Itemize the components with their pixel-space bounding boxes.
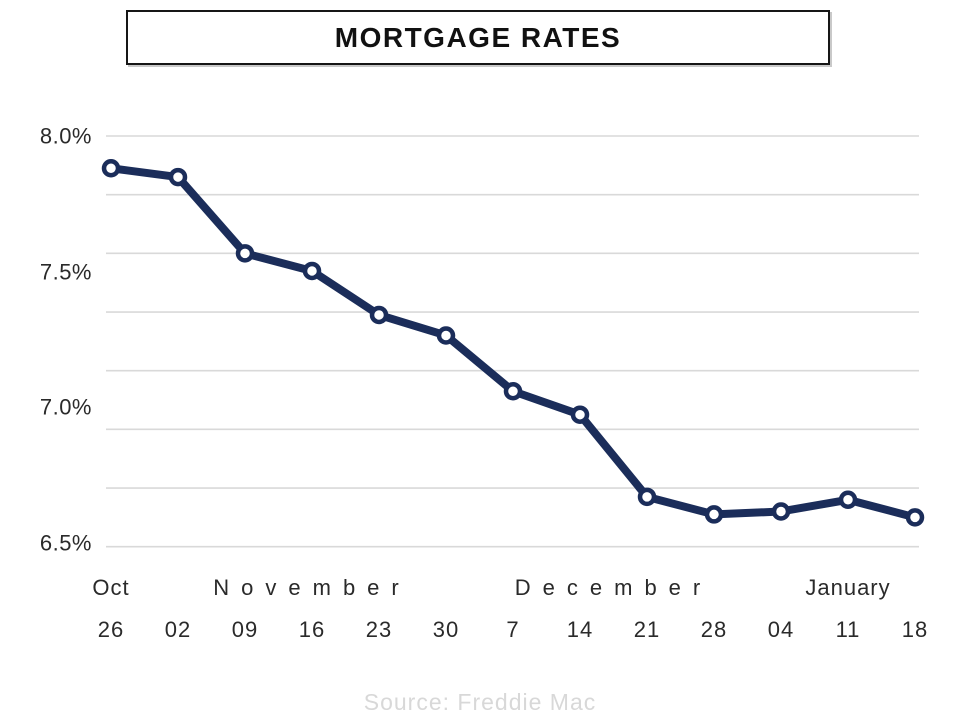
y-axis-tick-label: 7.0%: [39, 394, 92, 420]
x-axis-date-label: 30: [432, 617, 460, 642]
x-axis-date-label: 26: [97, 617, 125, 642]
data-point-marker: [704, 505, 724, 524]
x-axis-month-label: December: [514, 575, 713, 600]
data-point-marker: [101, 159, 121, 178]
y-axis-tick-label: 8.0%: [39, 123, 92, 149]
x-axis-date-label: 23: [365, 617, 393, 642]
x-axis-month-label: November: [213, 575, 411, 600]
data-point-marker: [302, 261, 322, 281]
x-axis-date-label: 02: [164, 617, 192, 642]
chart-title-box: MORTGAGE RATES: [126, 10, 830, 65]
x-axis-month-label: January: [805, 575, 891, 600]
rate-line: [107, 164, 919, 522]
data-point-marker: [838, 490, 858, 510]
data-point-marker: [369, 305, 389, 325]
data-point-marker: [503, 381, 523, 401]
x-axis-date-label: 14: [566, 617, 594, 642]
x-axis-date-label: 7: [506, 617, 520, 642]
data-point-marker: [168, 167, 188, 187]
data-point-marker: [905, 508, 925, 527]
x-axis-date-label: 28: [700, 617, 728, 642]
data-point-marker: [235, 244, 255, 263]
data-point-marker: [637, 487, 657, 507]
y-axis-tick-label: 7.5%: [39, 259, 92, 285]
data-point-marker: [436, 326, 456, 345]
source-caption: Source: Freddie Mac: [363, 689, 597, 715]
x-axis-date-label: 18: [901, 617, 929, 642]
x-axis-date-label: 11: [835, 617, 861, 642]
x-axis-date-label: 04: [767, 617, 795, 642]
data-point-marker: [570, 405, 590, 424]
x-axis-date-label: 09: [231, 617, 259, 642]
x-axis-month-label: Oct: [92, 575, 130, 600]
x-axis-date-label: 16: [298, 617, 326, 642]
x-axis-date-label: 21: [633, 617, 661, 642]
y-axis-tick-label: 6.5%: [39, 530, 92, 556]
data-point-marker: [771, 502, 791, 521]
chart-title: MORTGAGE RATES: [334, 21, 622, 53]
